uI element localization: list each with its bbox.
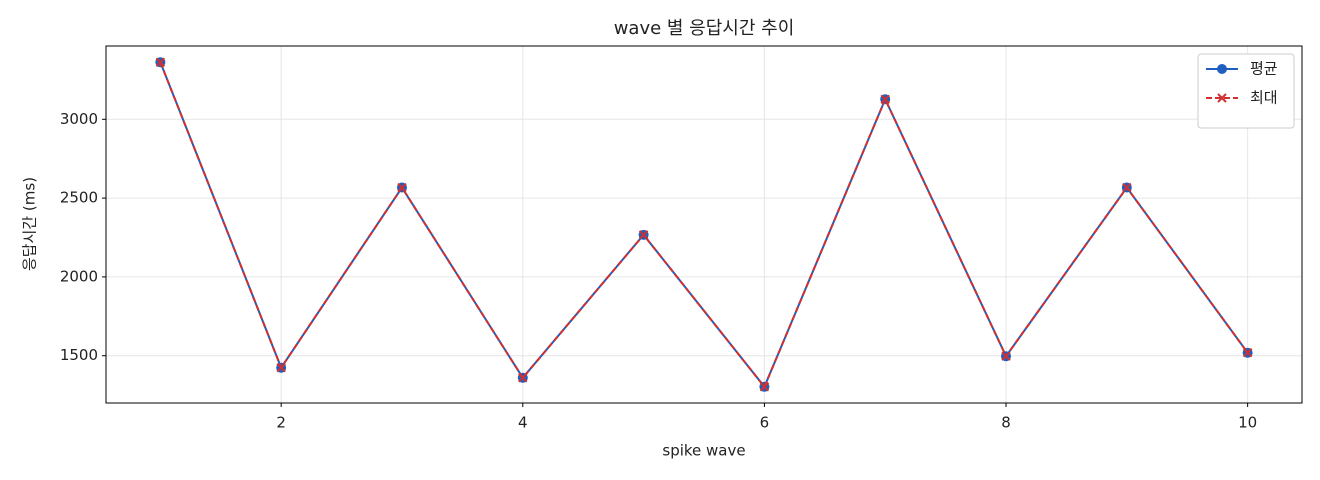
y-tick-label: 2000 <box>60 267 98 285</box>
legend-box <box>1197 53 1295 129</box>
marker <box>1217 93 1227 103</box>
marker <box>880 94 890 104</box>
line <box>159 61 1249 389</box>
marker <box>397 182 407 193</box>
x-tick-label: 2 <box>276 414 286 432</box>
plot-frame <box>105 45 1303 404</box>
x-axis-label: spike wave <box>662 442 745 460</box>
marker <box>759 382 770 392</box>
x-tick-label: 4 <box>518 414 528 432</box>
marker <box>1001 351 1011 361</box>
marker <box>1122 182 1132 193</box>
y-axis-label: 응답시간 (ms) <box>21 177 39 271</box>
y-tick-label: 2500 <box>60 189 98 207</box>
x-tick-label: 10 <box>1238 414 1257 432</box>
legend-label: 최대 <box>1250 89 1278 107</box>
marker <box>1242 348 1253 358</box>
marker <box>638 230 649 240</box>
marker <box>276 362 286 373</box>
marker <box>1217 64 1227 74</box>
marker <box>518 373 528 383</box>
x-tick-label: 6 <box>760 414 770 432</box>
line <box>159 61 1249 389</box>
y-tick-label: 3000 <box>60 110 98 128</box>
legend-label: 평균 <box>1250 60 1278 78</box>
y-tick-label: 1500 <box>60 346 98 364</box>
marker <box>155 57 166 67</box>
x-tick-label: 8 <box>1001 414 1011 432</box>
chart-title: wave 별 응답시간 추이 <box>614 18 795 39</box>
